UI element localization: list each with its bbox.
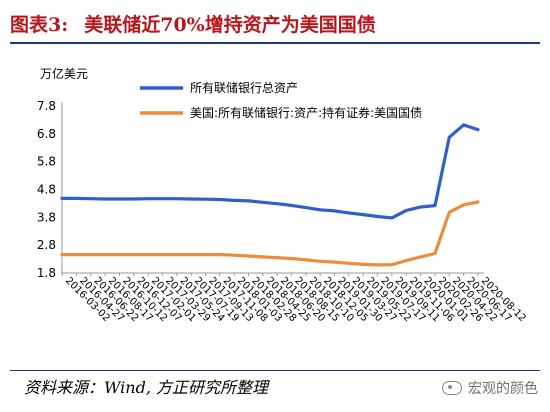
figure-title-bar: 图表3: 美联储近70%增持资产为美国国债 xyxy=(10,6,540,40)
y-tick-label: 5.8 xyxy=(37,155,56,169)
watermark-text: 宏观的颜色 xyxy=(468,381,538,397)
series-line-1 xyxy=(60,123,480,220)
y-axis: 1.8 2.8 3.8 4.8 5.8 6.8 7.8 xyxy=(37,99,63,280)
y-tick-label: 2.8 xyxy=(37,238,56,252)
y-tick-label: 7.8 xyxy=(37,99,56,113)
figure-number: 图表3: xyxy=(10,13,69,36)
source-rule xyxy=(10,370,540,371)
figure-title: 美联储近70%增持资产为美国国债 xyxy=(84,13,376,36)
legend-label-2: 美国:所有联储银行:资产:持有证券:美国国债 xyxy=(190,105,422,120)
series-line-2 xyxy=(60,200,480,267)
y-tick-label: 6.8 xyxy=(37,127,56,141)
y-tick-label: 4.8 xyxy=(37,183,56,197)
y-tick-label: 3.8 xyxy=(37,210,56,224)
y-tick-label: 1.8 xyxy=(37,266,56,280)
x-axis: 2016-03-022016-04-272016-06-222016-08-17… xyxy=(61,272,528,324)
y-axis-label: 万亿美元 xyxy=(40,66,88,81)
source-note: 资料来源：Wind, 方正研究所整理 xyxy=(24,378,269,397)
watermark: 宏观的颜色 xyxy=(442,378,538,398)
title-rule xyxy=(10,42,540,44)
legend-label-1: 所有联储银行总资产 xyxy=(190,80,298,95)
wechat-icon xyxy=(442,381,462,395)
series-lines xyxy=(60,123,480,267)
